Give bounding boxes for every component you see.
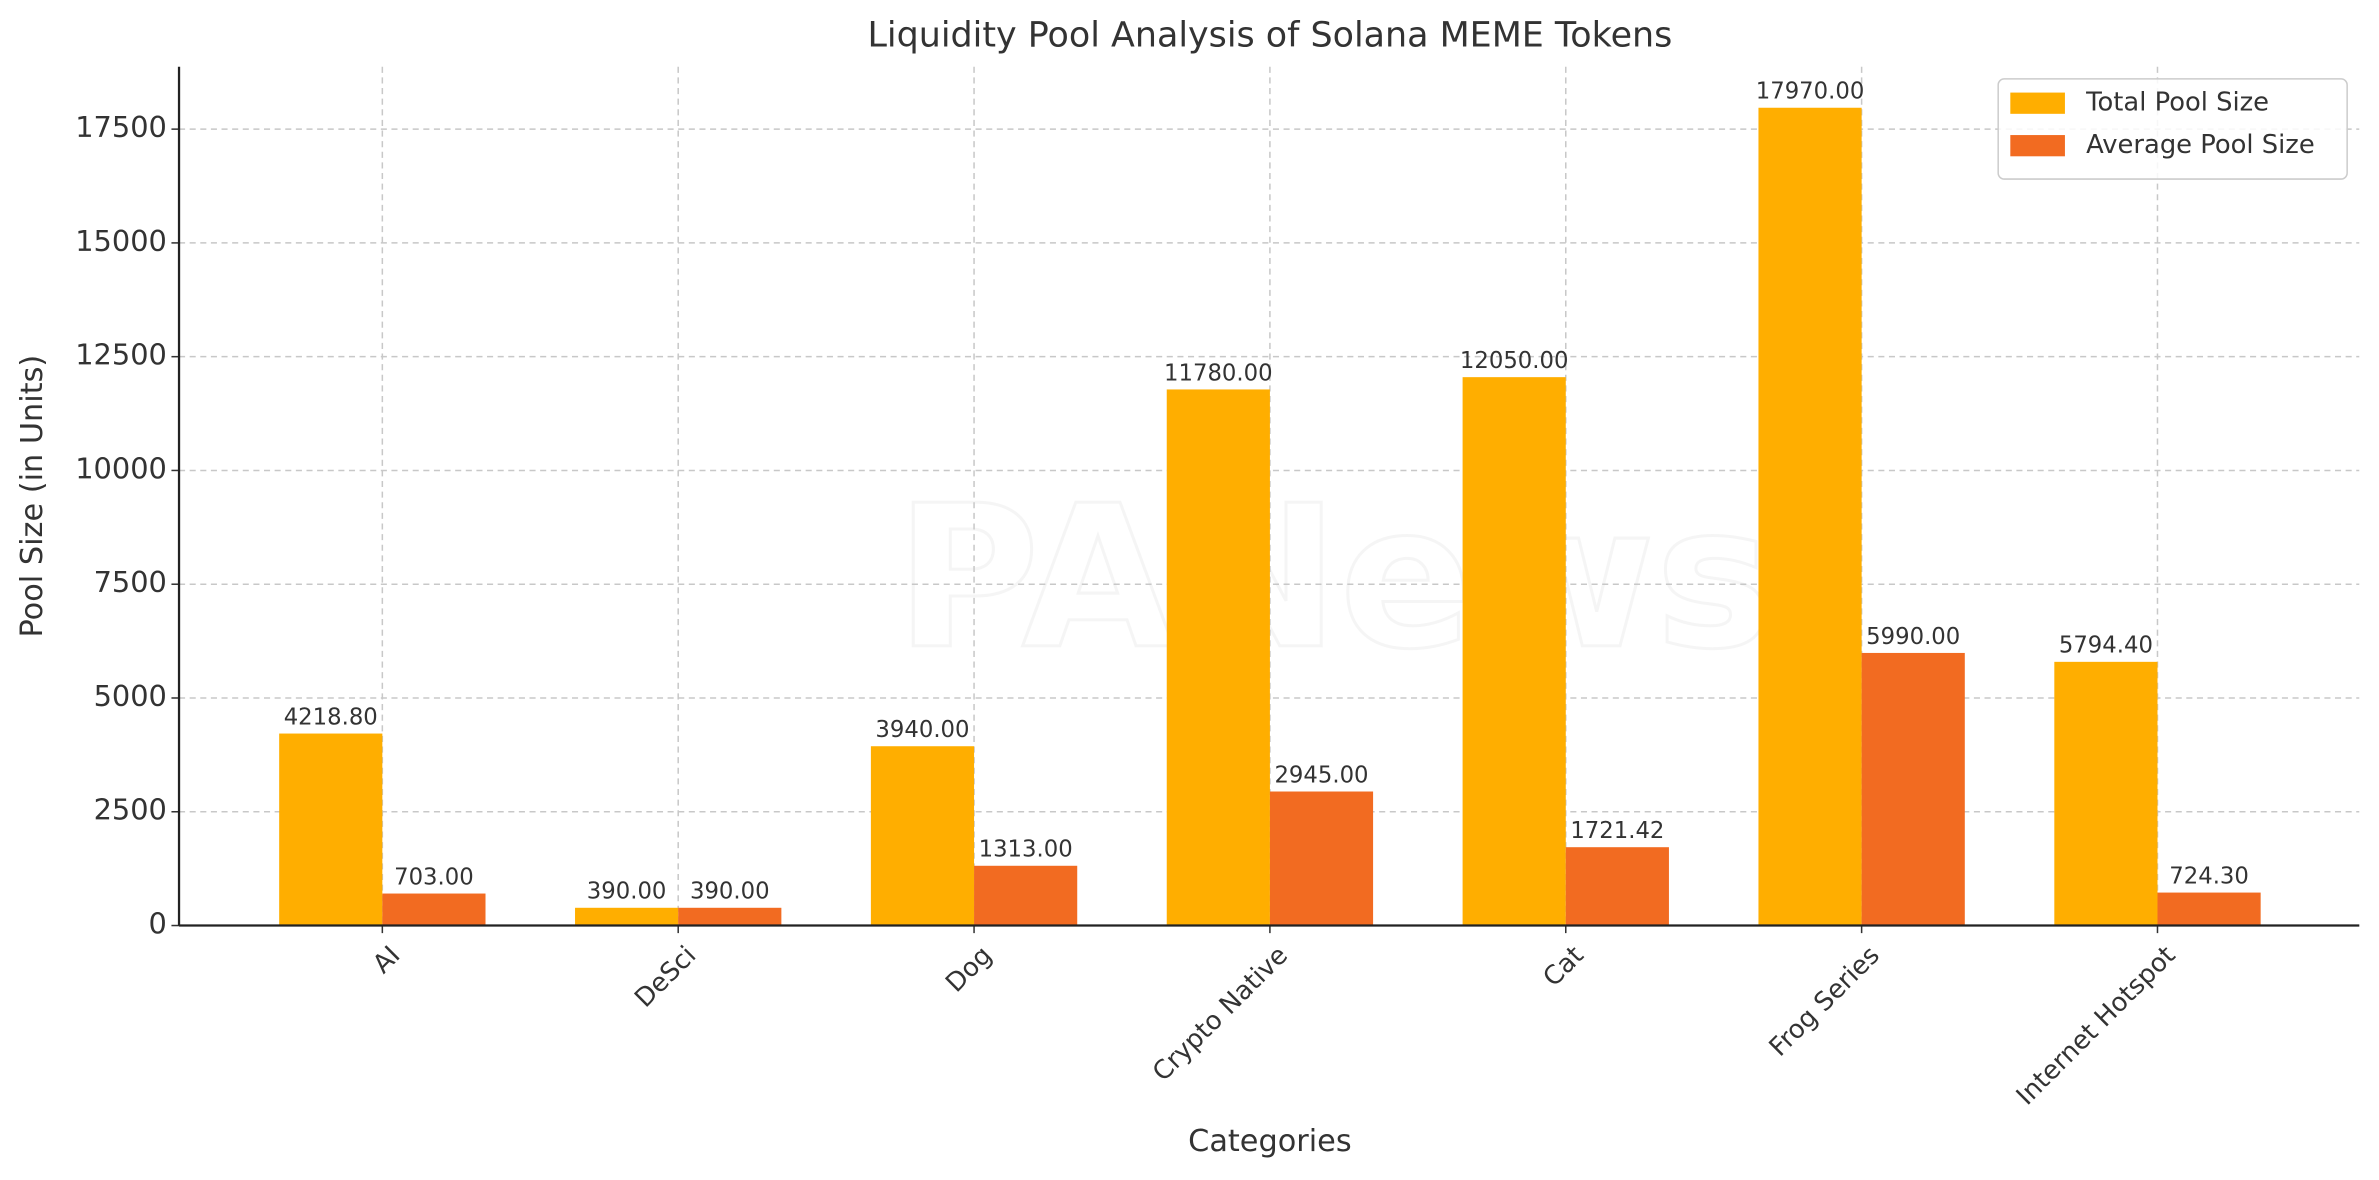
value-label: 12050.00 [1460, 348, 1569, 374]
watermark: PANews [895, 463, 1772, 693]
chart-title: Liquidity Pool Analysis of Solana MEME T… [868, 15, 1673, 55]
y-tick-label: 2500 [94, 793, 167, 827]
y-tick-label: 12500 [75, 338, 167, 372]
bar [1269, 791, 1374, 926]
bar [678, 907, 782, 926]
x-tick-label: Crypto Native [1147, 940, 1294, 1087]
y-tick-label: 15000 [75, 224, 167, 258]
legend-swatch [2010, 92, 2065, 114]
bar [974, 865, 1078, 926]
x-tick-label: Cat [1538, 940, 1590, 992]
x-tick-label: Dog [940, 940, 998, 998]
y-tick-label: 10000 [75, 451, 167, 485]
x-tick-label: DeSci [629, 940, 702, 1013]
value-label: 17970.00 [1756, 79, 1865, 105]
legend-box [1997, 78, 2348, 180]
bar [575, 907, 679, 926]
value-label: 5990.00 [1866, 624, 1960, 650]
bar [1166, 389, 1270, 926]
bar [279, 733, 383, 926]
bar [870, 746, 975, 926]
value-label: 3940.00 [875, 717, 969, 743]
x-tick-label: AI [367, 940, 406, 979]
value-label: 5794.40 [2059, 633, 2153, 659]
bar [2157, 892, 2261, 926]
value-label: 724.30 [2169, 863, 2249, 889]
bar [382, 893, 486, 926]
bar [1861, 652, 1965, 926]
y-axis-label: Pool Size (in Units) [15, 355, 50, 638]
bar [2054, 661, 2158, 926]
value-label: 703.00 [394, 864, 474, 890]
x-axis-label: Categories [1188, 1124, 1351, 1159]
bar [1565, 847, 1669, 926]
value-label: 390.00 [690, 879, 770, 905]
bar [1462, 377, 1566, 926]
y-tick-label: 0 [149, 907, 167, 941]
y-tick-label: 7500 [94, 565, 167, 599]
y-tick-label: 17500 [75, 110, 167, 144]
legend-swatch [2010, 135, 2065, 157]
value-label: 1721.42 [1570, 818, 1664, 844]
x-tick-label: Internet Hotspot [2011, 940, 2182, 1111]
value-label: 390.00 [587, 879, 667, 905]
legend-label: Total Pool Size [2085, 88, 2269, 118]
y-tick-label: 5000 [94, 679, 167, 713]
value-label: 2945.00 [1274, 762, 1368, 788]
bar [1758, 107, 1862, 926]
x-tick-label: Frog Series [1764, 940, 1886, 1062]
value-label: 1313.00 [979, 837, 1073, 863]
value-label: 11780.00 [1164, 360, 1273, 386]
value-label: 4218.80 [284, 704, 378, 730]
legend-label: Average Pool Size [2086, 130, 2315, 160]
